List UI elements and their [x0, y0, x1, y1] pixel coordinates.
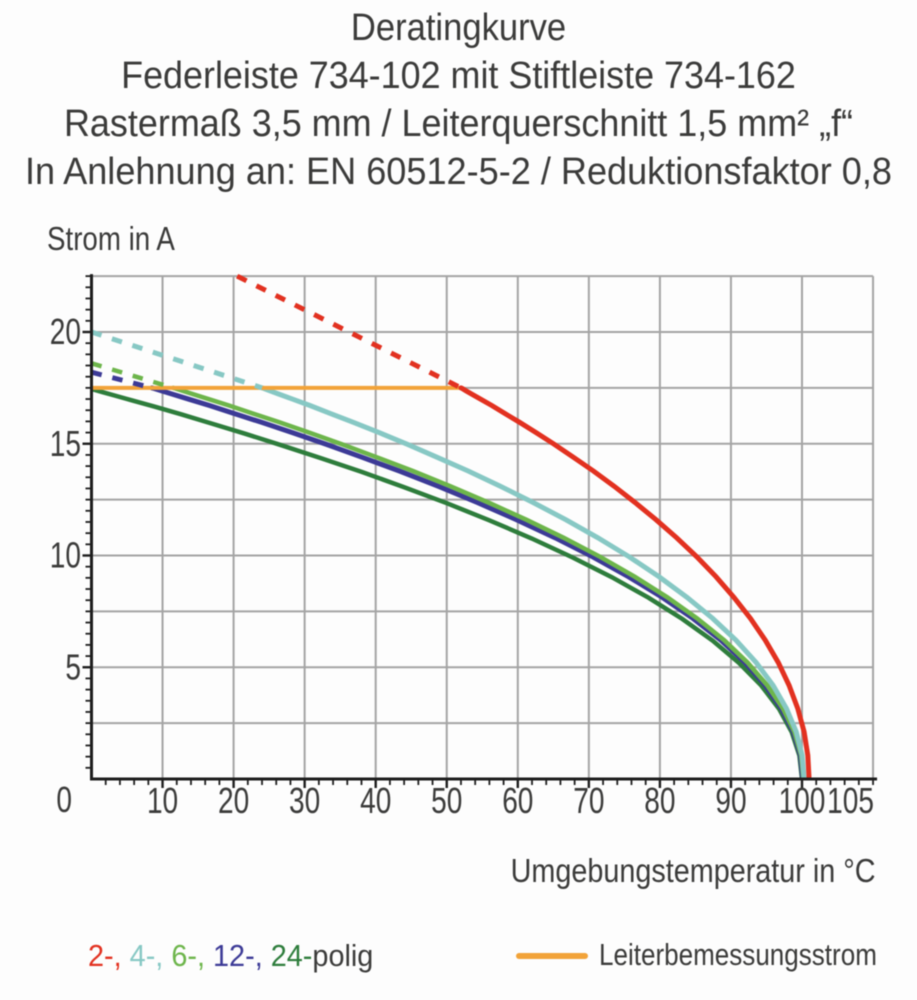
chart-title-line-3: Rastermaß 3,5 mm / Leiterquerschnitt 1,5…: [63, 103, 854, 145]
tick-label-10: 10: [147, 781, 178, 821]
legend-pole-4: 4-,: [129, 938, 164, 973]
curve-solid-4-polig: [259, 385, 807, 780]
tick-label-20: 20: [218, 781, 249, 821]
curve-solid-24-polig: [90, 386, 805, 780]
tick-label-90: 90: [715, 781, 746, 821]
tick-label-60: 60: [502, 781, 533, 821]
curve-solid-2-polig: [458, 385, 812, 780]
tick-label-0: 0: [56, 780, 72, 820]
legend-pole-6: 6-,: [171, 938, 206, 973]
curve-solid-6-polig: [170, 385, 806, 780]
chart-title-block: Deratingkurve Federleiste 734-102 mit St…: [0, 4, 917, 196]
tick-label-50: 50: [431, 781, 462, 821]
tick-label-70: 70: [573, 781, 604, 821]
tick-label-40: 40: [360, 781, 391, 821]
y-axis-title: Strom in A: [47, 220, 175, 257]
legend-pole-24: 24-: [270, 938, 313, 973]
tick-label-105: 105: [827, 781, 874, 821]
legend-pole-12: 12-,: [213, 938, 263, 973]
chart-title-line-4: In Anlehnung an: EN 60512-5-2 / Reduktio…: [25, 151, 892, 193]
tick-label-30: 30: [289, 781, 320, 821]
legend-pole-2: 2-,: [88, 938, 122, 973]
x-axis-title: Umgebungstemperatur in °C: [511, 852, 876, 889]
tick-label-100: 100: [779, 781, 826, 821]
rated-current-line-swatch: [516, 953, 588, 959]
tick-label-5: 5: [65, 647, 81, 687]
chart-title-line-2: Federleiste 734-102 mit Stiftleiste 734-…: [121, 55, 796, 97]
curve-dashed-6-polig: [90, 361, 174, 391]
rated-current-label: Leiterbemessungsstrom: [599, 937, 877, 972]
curve-dashed-4-polig: [90, 329, 263, 391]
tick-label-15: 15: [50, 423, 81, 463]
legend-pole-counts: 2-, 4-, 6-, 12-, 24-polig: [88, 940, 373, 971]
curve-solid-12-polig: [149, 385, 806, 780]
legend-pole-suffix: polig: [312, 938, 374, 973]
curve-dashed-12-polig: [90, 369, 153, 391]
tick-label-20: 20: [50, 312, 81, 352]
tick-label-10: 10: [50, 535, 81, 575]
tick-label-80: 80: [644, 781, 675, 821]
chart-title-line-1: Deratingkurve: [350, 7, 567, 49]
curves-layer: [90, 274, 812, 780]
